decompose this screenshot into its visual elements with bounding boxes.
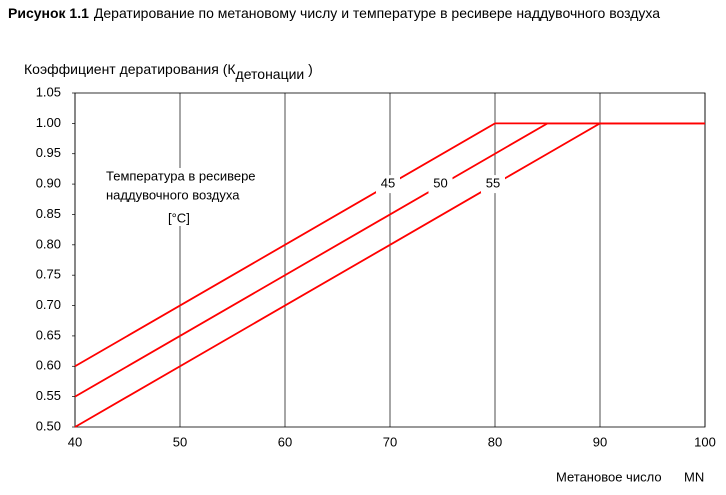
y-tick-label: 0.55 [36,388,61,403]
title-label: Рисунок 1.1 [8,5,89,21]
x-axis-unit: MN [684,469,704,484]
x-tick-label: 80 [488,434,502,449]
y-tick-label: 0.75 [36,267,61,282]
x-tick-label: 40 [68,434,82,449]
label-bg [428,175,453,194]
label-bg [376,175,400,194]
annotation-unit: [°C] [168,210,190,225]
x-tick-label: 100 [694,434,716,449]
y-label-main: Коэффициент дератирования (К [24,61,236,77]
x-tick-label: 60 [278,434,292,449]
y-tick-label: 0.80 [36,236,61,251]
y-tick-label: 0.70 [36,297,61,312]
x-tick-label: 90 [593,434,607,449]
y-tick-label: 0.90 [36,176,61,191]
y-tick-label: 0.50 [36,418,61,433]
annotation-line: наддувочного воздуха [106,187,240,202]
x-tick-label: 50 [173,434,187,449]
y-tick-label: 1.00 [36,115,61,130]
y-tick-label: 0.95 [36,145,61,160]
y-tick-label: 0.60 [36,358,61,373]
y-tick-label: 0.85 [36,206,61,221]
title-text: Дератирование по метановому числу и темп… [94,5,660,21]
y-tick-label: 0.65 [36,327,61,342]
x-axis-label: Метановое число [556,469,662,484]
y-label-close: ) [304,61,313,77]
series-label: 45 [381,176,395,191]
x-tick-label: 70 [383,434,397,449]
y-tick-label: 1.05 [36,84,61,99]
y-label-sub: детонации [236,66,305,82]
y-axis-label: Коэффициент дератирования (Кдетонации ) [24,61,313,82]
chart-title: Рисунок 1.1 Дератирование по метановому ч… [8,5,660,21]
series-label: 50 [433,176,447,191]
annotation-bg [100,168,272,226]
annotation-line: Температура в ресивере [106,168,256,183]
label-bg [481,175,505,194]
series-label: 55 [486,176,500,191]
series-line [74,122,705,428]
